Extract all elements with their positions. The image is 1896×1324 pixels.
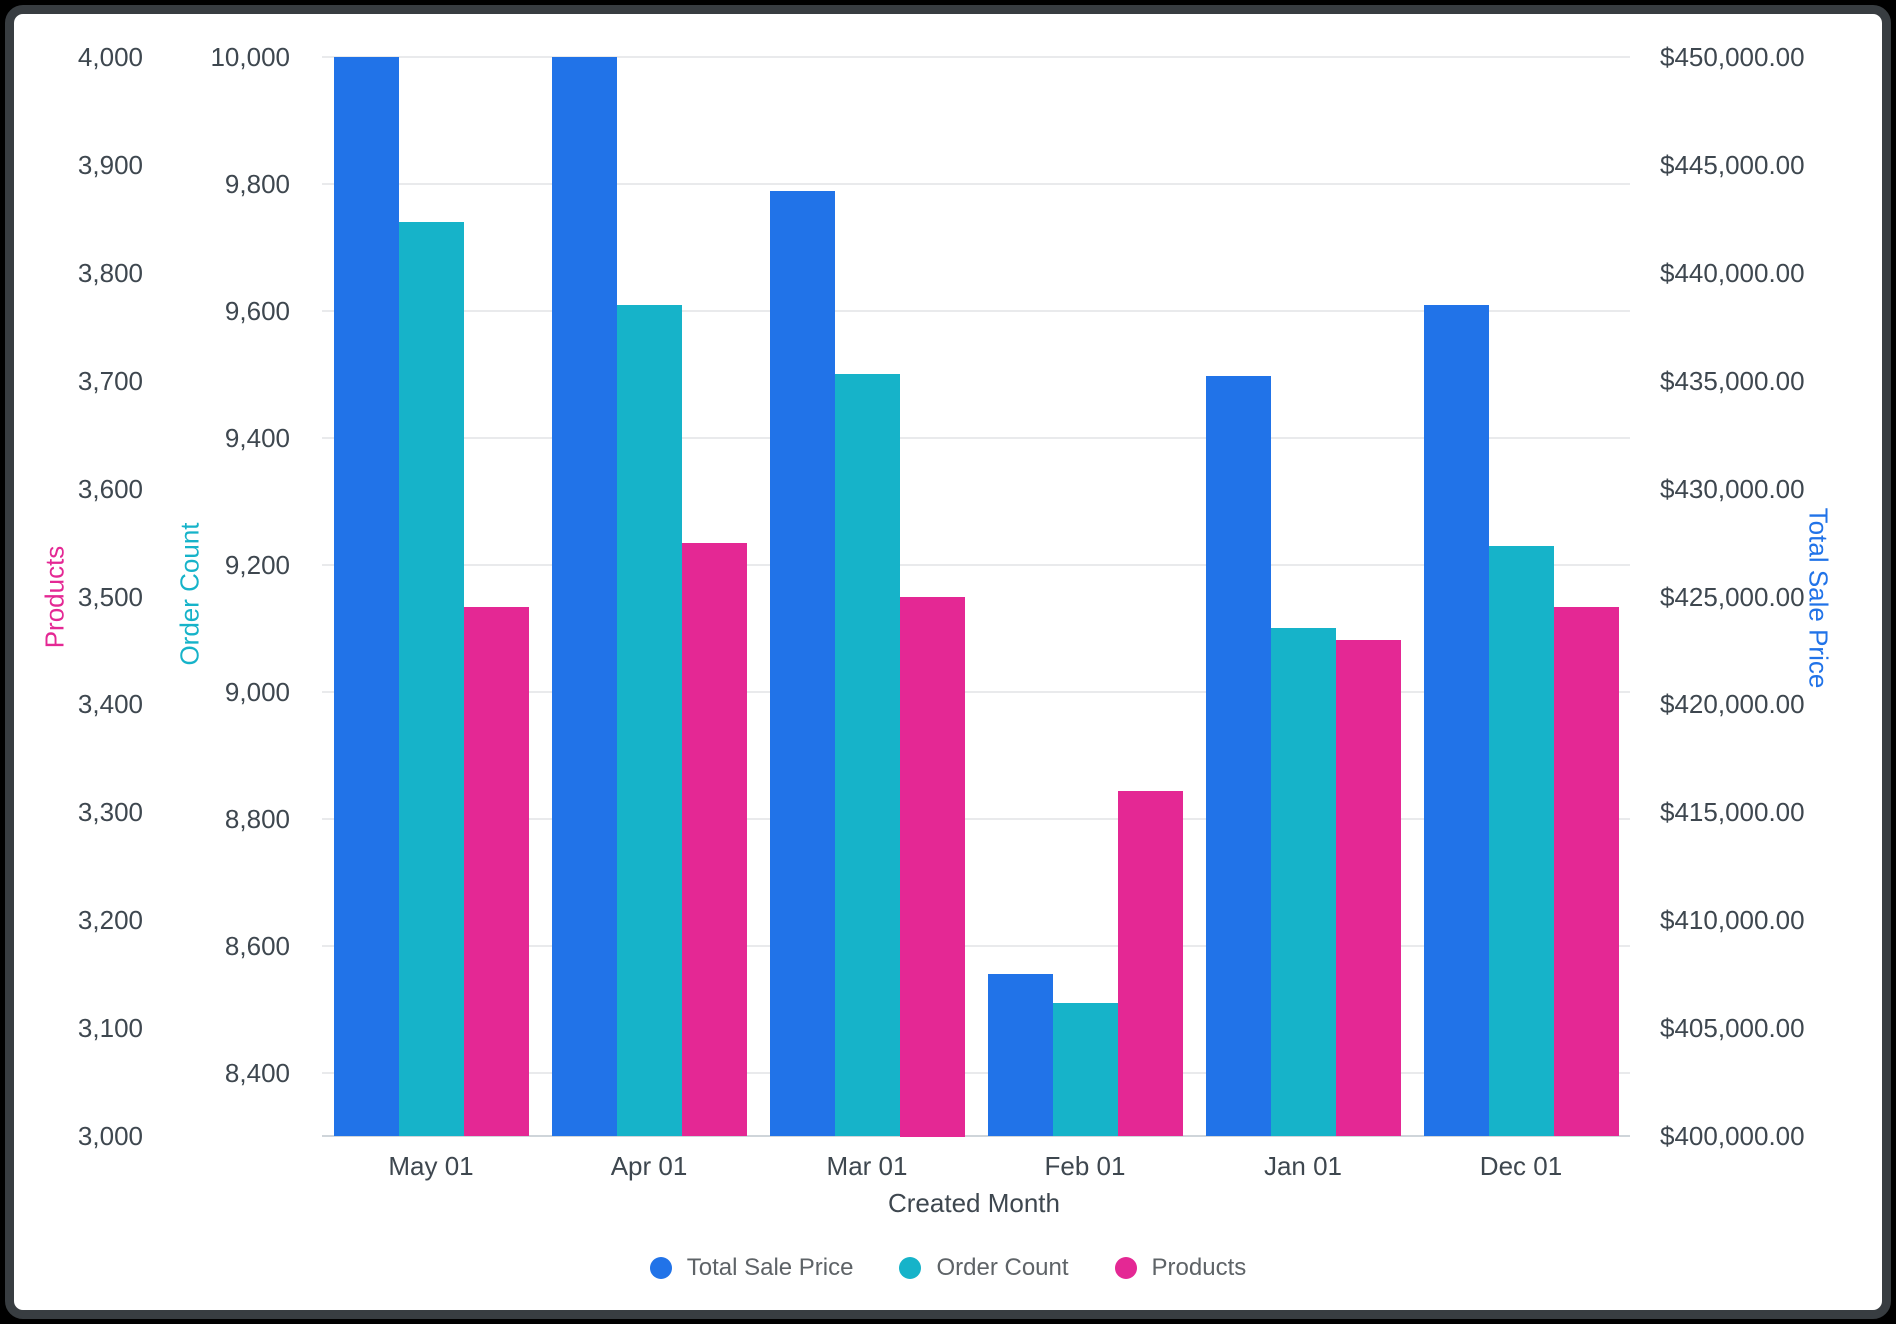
bar-products-may-01[interactable] — [464, 607, 529, 1136]
x-axis-baseline — [322, 1135, 1630, 1137]
y-tick-order-8800: 8,800 — [224, 804, 290, 834]
bar-order-count-apr-01[interactable] — [617, 305, 682, 1136]
y-tick-order-9400: 9,400 — [224, 423, 290, 453]
bar-products-apr-01[interactable] — [682, 543, 747, 1136]
y-tick-sale-445000: $445,000.00 — [1660, 150, 1805, 180]
y-tick-order-10000: 10,000 — [210, 42, 290, 72]
y-tick-sale-405000: $405,000.00 — [1660, 1013, 1805, 1043]
x-label-feb-01: Feb 01 — [1044, 1151, 1126, 1181]
bar-order-count-mar-01[interactable] — [835, 374, 900, 1136]
bar-order-count-feb-01[interactable] — [1053, 1003, 1118, 1136]
gridline-9600 — [322, 310, 1630, 312]
y-tick-sale-410000: $410,000.00 — [1660, 905, 1805, 935]
y-tick-products-3700: 3,700 — [77, 366, 143, 396]
products-axis-title: Products — [39, 545, 70, 649]
total-sale-price-legend-dot-icon — [649, 1257, 672, 1279]
legend-label: Products — [1151, 1254, 1247, 1281]
bar-products-jan-01[interactable] — [1336, 640, 1401, 1136]
gridline-8400 — [322, 1072, 1630, 1074]
legend-label: Total Sale Price — [686, 1254, 854, 1281]
y-tick-sale-415000: $415,000.00 — [1660, 797, 1805, 827]
legend-item-order-count[interactable]: Order Count — [899, 1254, 1069, 1282]
x-label-dec-01: Dec 01 — [1479, 1151, 1563, 1181]
y-tick-products-3100: 3,100 — [77, 1013, 143, 1043]
y-tick-products-4000: 4,000 — [77, 42, 143, 72]
x-label-jan-01: Jan 01 — [1263, 1151, 1343, 1181]
bar-total-sale-price-apr-01[interactable] — [552, 57, 617, 1136]
gridline-9800 — [322, 183, 1630, 185]
gridline-9400 — [322, 437, 1630, 439]
y-tick-sale-425000: $425,000.00 — [1660, 582, 1805, 612]
y-tick-products-3000: 3,000 — [77, 1121, 143, 1151]
x-label-may-01: May 01 — [388, 1151, 474, 1181]
gridline-8800 — [322, 818, 1630, 820]
y-tick-order-8400: 8,400 — [224, 1058, 290, 1088]
y-tick-sale-440000: $440,000.00 — [1660, 258, 1805, 288]
gridline-8600 — [322, 945, 1630, 947]
y-tick-products-3500: 3,500 — [77, 582, 143, 612]
order-count-axis-title: Order Count — [174, 522, 205, 666]
bar-products-dec-01[interactable] — [1554, 607, 1619, 1136]
bar-total-sale-price-jan-01[interactable] — [1206, 376, 1271, 1136]
x-label-apr-01: Apr 01 — [610, 1151, 688, 1181]
bar-total-sale-price-mar-01[interactable] — [770, 191, 835, 1136]
y-tick-sale-420000: $420,000.00 — [1660, 689, 1805, 719]
x-axis-title: Created Month — [888, 1188, 1060, 1218]
y-tick-products-3400: 3,400 — [77, 689, 143, 719]
y-tick-sale-435000: $435,000.00 — [1660, 366, 1805, 396]
bar-total-sale-price-dec-01[interactable] — [1424, 305, 1489, 1136]
bar-order-count-may-01[interactable] — [399, 222, 464, 1136]
total-sale-price-axis-title: Total Sale Price — [1803, 507, 1834, 689]
x-label-mar-01: Mar 01 — [826, 1151, 908, 1181]
y-tick-order-8600: 8,600 — [224, 931, 290, 961]
y-tick-order-9800: 9,800 — [224, 169, 290, 199]
gridline-10000 — [322, 56, 1630, 58]
y-tick-products-3900: 3,900 — [77, 150, 143, 180]
y-tick-sale-450000: $450,000.00 — [1660, 42, 1805, 72]
y-tick-order-9600: 9,600 — [224, 296, 290, 326]
y-tick-sale-400000: $400,000.00 — [1660, 1121, 1805, 1151]
bar-order-count-jan-01[interactable] — [1271, 628, 1336, 1136]
bar-products-feb-01[interactable] — [1118, 791, 1183, 1136]
legend: Total Sale Price Order Count Products — [0, 1246, 1896, 1290]
bar-products-mar-01[interactable] — [900, 597, 965, 1137]
products-legend-dot-icon — [1114, 1257, 1137, 1279]
y-tick-products-3800: 3,800 — [77, 258, 143, 288]
y-tick-order-9000: 9,000 — [224, 677, 290, 707]
legend-item-products[interactable]: Products — [1114, 1254, 1247, 1282]
y-tick-products-3600: 3,600 — [77, 474, 143, 504]
order-count-legend-dot-icon — [899, 1257, 922, 1279]
legend-item-total-sale-price[interactable]: Total Sale Price — [649, 1254, 854, 1282]
y-tick-sale-430000: $430,000.00 — [1660, 474, 1805, 504]
bar-total-sale-price-may-01[interactable] — [334, 57, 399, 1136]
bar-total-sale-price-feb-01[interactable] — [988, 974, 1053, 1136]
y-tick-order-9200: 9,200 — [224, 550, 290, 580]
gridline-9200 — [322, 564, 1630, 566]
y-tick-products-3300: 3,300 — [77, 797, 143, 827]
legend-label: Order Count — [936, 1254, 1069, 1281]
y-tick-products-3200: 3,200 — [77, 905, 143, 935]
bar-order-count-dec-01[interactable] — [1489, 546, 1554, 1136]
gridline-9000 — [322, 691, 1630, 693]
